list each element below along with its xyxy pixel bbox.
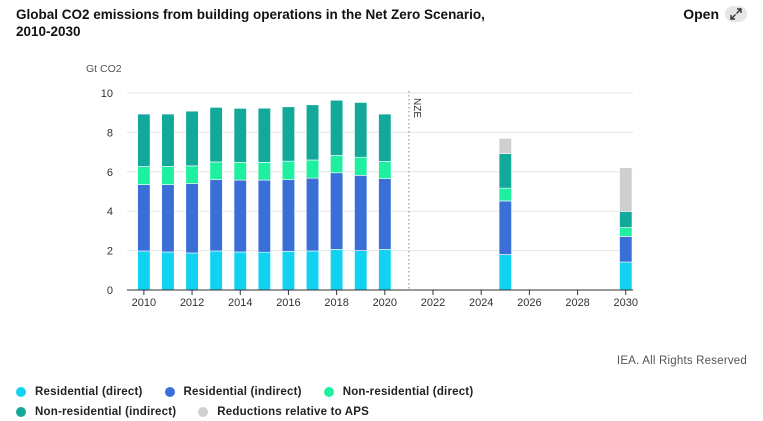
- bar-segment: [209, 161, 223, 180]
- bar-segment: [161, 166, 175, 185]
- x-tick-label: 2028: [565, 297, 589, 309]
- open-button-label: Open: [683, 6, 719, 22]
- bar-segment: [354, 250, 368, 291]
- legend-item[interactable]: Residential (direct): [16, 386, 143, 398]
- bar-segment: [185, 110, 199, 167]
- x-tick-label: 2016: [276, 297, 300, 309]
- legend-swatch: [16, 387, 26, 397]
- x-tick-label: 2012: [180, 297, 204, 309]
- bar-segment: [305, 104, 320, 161]
- bar-segment: [233, 108, 247, 163]
- chart-title: Global CO2 emissions from building opera…: [16, 6, 596, 40]
- legend-swatch: [16, 407, 26, 417]
- legend-item[interactable]: Reductions relative to APS: [198, 406, 369, 418]
- axes: Gt CO2 0 2 4 6 8 10 2010 2012 2014 2016 2018 2020 202…: [86, 63, 638, 309]
- x-tick-label: 2018: [324, 297, 348, 309]
- bar-segment: [354, 156, 368, 176]
- bar-segment: [354, 102, 368, 158]
- bar-segment: [378, 113, 392, 162]
- expand-icon: [725, 6, 747, 22]
- bar-segment: [257, 179, 271, 253]
- y-tick-label: 6: [107, 167, 113, 179]
- legend: Residential (direct) Residential (indirec…: [16, 386, 736, 418]
- bar-segment: [257, 251, 271, 291]
- bar-segment: [330, 172, 344, 250]
- bar-segment: [137, 113, 151, 167]
- bars: [137, 99, 633, 291]
- bar-segment: [498, 187, 512, 202]
- bar-segment: [185, 252, 199, 291]
- bar-segment: [619, 227, 633, 237]
- bar-segment: [257, 162, 271, 181]
- y-axis-label: Gt CO2: [86, 63, 122, 75]
- y-tick-label: 8: [107, 127, 113, 139]
- legend-item[interactable]: Residential (indirect): [164, 386, 302, 398]
- open-button[interactable]: Open: [683, 6, 747, 22]
- bar-segment: [354, 175, 368, 251]
- bar-segment: [281, 179, 295, 252]
- bar-segment: [137, 250, 151, 291]
- bar-segment: [257, 107, 271, 163]
- legend-label: Non-residential (direct): [342, 386, 474, 398]
- x-tick-label: 2026: [517, 297, 541, 309]
- bar-segment: [305, 159, 320, 179]
- x-tick-label: 2010: [132, 297, 156, 309]
- bar-segment: [305, 250, 320, 291]
- nze-annotation: NZE: [411, 98, 422, 118]
- legend-label: Reductions relative to APS: [217, 406, 370, 418]
- legend-swatch: [164, 387, 175, 397]
- bar-segment: [619, 261, 633, 291]
- bar-segment: [330, 99, 344, 156]
- chart-title-line-1: Global CO2 emissions from building opera…: [16, 7, 485, 22]
- y-tick-label: 4: [107, 206, 113, 218]
- legend-item[interactable]: Non-residential (indirect): [16, 406, 176, 418]
- bar-segment: [378, 178, 392, 250]
- y-tick-label: 2: [107, 246, 113, 258]
- bar-segment: [137, 166, 151, 185]
- x-tick-label: 2022: [421, 297, 445, 309]
- legend-item[interactable]: Non-residential (direct): [323, 386, 474, 398]
- x-tick-label: 2014: [228, 297, 252, 309]
- bar-segment: [498, 254, 512, 291]
- x-tick-label: 2030: [614, 297, 638, 309]
- x-tick-label: 2024: [469, 297, 493, 309]
- bar-segment: [233, 251, 247, 291]
- bar-segment: [209, 250, 223, 291]
- bar-segment: [281, 160, 295, 180]
- bar-segment: [305, 177, 320, 252]
- bar-segment: [619, 236, 633, 263]
- chart-title-line-2: 2010-2030: [16, 24, 81, 39]
- bar-segment: [185, 165, 199, 184]
- legend-label: Non-residential (indirect): [35, 406, 177, 418]
- credit-text: IEA. All Rights Reserved: [616, 355, 747, 367]
- bar-segment: [185, 183, 199, 254]
- bar-segment: [281, 251, 295, 291]
- legend-label: Residential (indirect): [183, 386, 302, 398]
- bar-segment: [619, 167, 633, 212]
- bar-segment: [161, 184, 175, 253]
- bar-segment: [619, 211, 633, 228]
- bar-segment: [209, 179, 223, 252]
- bar-segment: [233, 179, 247, 253]
- bar-segment: [161, 113, 175, 167]
- bar-segment: [209, 107, 223, 163]
- bar-segment: [378, 249, 392, 291]
- bar-segment: [378, 161, 392, 179]
- bar-segment: [137, 184, 151, 252]
- legend-label: Residential (direct): [35, 386, 143, 398]
- y-tick-label: 10: [101, 88, 113, 100]
- bar-segment: [233, 162, 247, 181]
- bar-segment: [330, 249, 344, 291]
- bar-segment: [498, 200, 512, 255]
- legend-swatch: [198, 407, 209, 417]
- y-tick-label: 0: [107, 285, 113, 297]
- x-tick-label: 2020: [373, 297, 397, 309]
- bar-segment: [498, 138, 512, 154]
- legend-swatch: [323, 387, 334, 397]
- bar-segment: [330, 155, 344, 174]
- bar-segment: [498, 153, 512, 189]
- bar-segment: [281, 106, 295, 162]
- bar-segment: [161, 251, 175, 291]
